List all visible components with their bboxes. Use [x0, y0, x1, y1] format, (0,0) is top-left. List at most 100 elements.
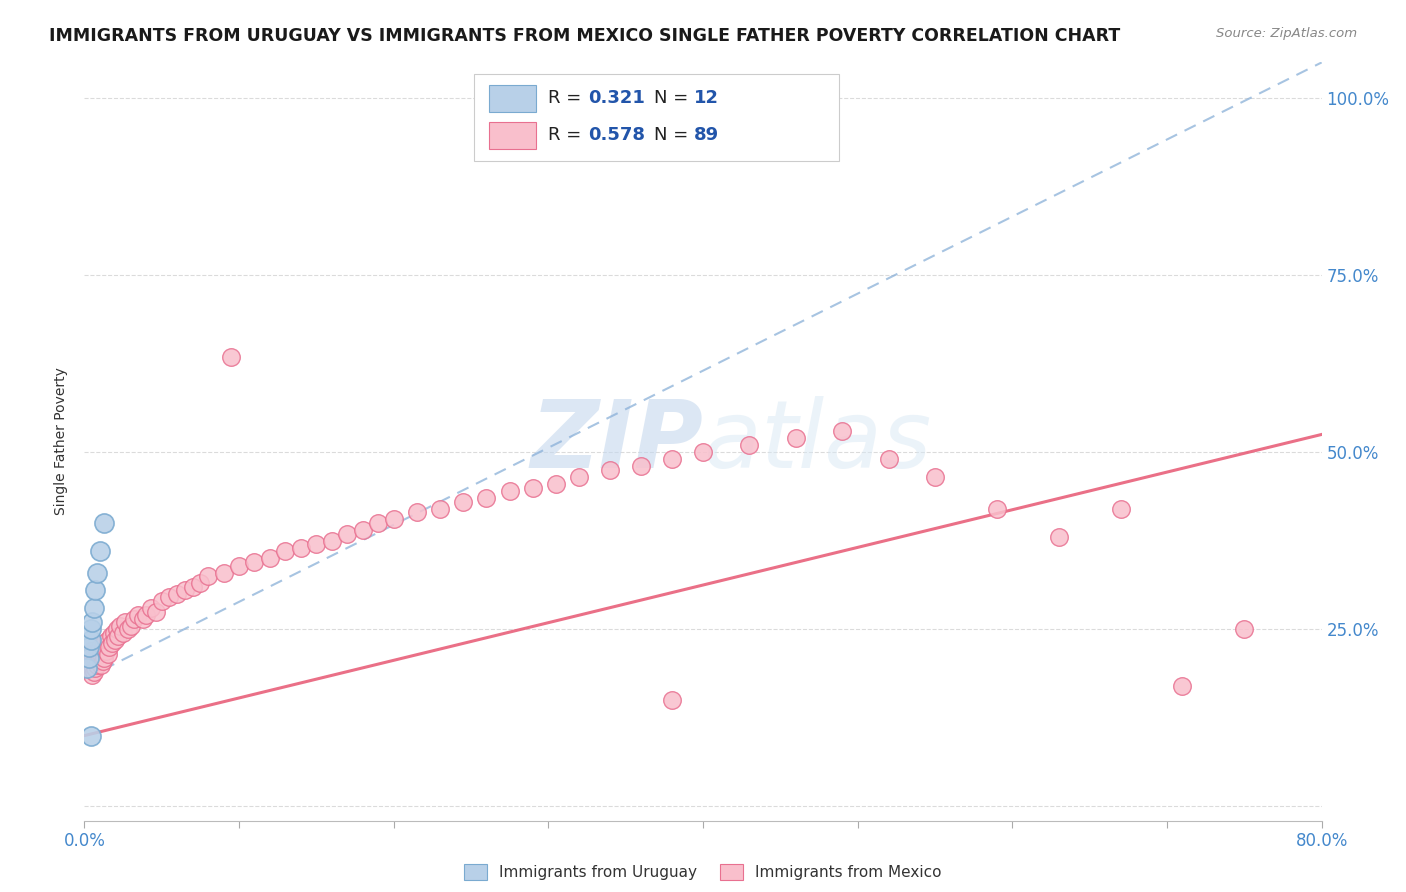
Point [89, 544, 111, 558]
Point [114, 615, 136, 630]
Point [568, 470, 591, 484]
Point [228, 558, 250, 573]
Point [82, 615, 104, 630]
Point [79, 643, 101, 657]
Point [87, 643, 110, 657]
Point [93, 650, 115, 665]
Point [82, 668, 104, 682]
Point [546, 477, 568, 491]
Point [76, 661, 98, 675]
Point [243, 555, 266, 569]
Point [139, 601, 162, 615]
Point [336, 526, 359, 541]
Point [94, 643, 117, 657]
Point [174, 583, 197, 598]
Point [105, 623, 128, 637]
Point [352, 523, 374, 537]
Bar [489, 85, 536, 112]
Point [107, 629, 129, 643]
Point [150, 594, 173, 608]
Point [181, 580, 204, 594]
Point [367, 516, 389, 530]
Text: ZIP: ZIP [530, 395, 703, 488]
Point [103, 625, 125, 640]
Point [475, 491, 498, 506]
Point [1047, 530, 1070, 544]
Point [100, 629, 122, 643]
Point [77, 650, 100, 665]
Point [79, 632, 101, 647]
Text: Source: ZipAtlas.com: Source: ZipAtlas.com [1216, 27, 1357, 40]
Point [429, 501, 451, 516]
Point [101, 636, 124, 650]
Point [259, 551, 281, 566]
Point [91, 640, 114, 654]
Point [159, 591, 180, 605]
Point [453, 495, 475, 509]
Point [76, 661, 98, 675]
Point [305, 537, 328, 551]
Point [117, 623, 139, 637]
Text: atlas: atlas [703, 396, 931, 487]
Point [89, 650, 111, 665]
Point [599, 463, 621, 477]
Point [89, 640, 111, 654]
Point [93, 636, 115, 650]
Point [1233, 623, 1256, 637]
Point [90, 647, 112, 661]
Point [135, 608, 157, 623]
Text: N =: N = [654, 89, 693, 107]
Point [219, 350, 242, 364]
Point [82, 657, 104, 672]
Text: 0.321: 0.321 [588, 89, 645, 107]
Point [522, 481, 544, 495]
Point [166, 587, 188, 601]
Point [90, 657, 112, 672]
Point [96, 647, 118, 661]
Point [104, 632, 127, 647]
Point [84, 583, 107, 598]
Point [692, 445, 714, 459]
Bar [489, 122, 536, 149]
Point [661, 693, 683, 707]
Point [86, 647, 108, 661]
Point [986, 501, 1008, 516]
Text: N =: N = [654, 127, 693, 145]
Point [77, 657, 100, 672]
Point [290, 541, 312, 555]
Point [212, 566, 235, 580]
FancyBboxPatch shape [474, 74, 839, 161]
Point [83, 601, 105, 615]
Text: 0.578: 0.578 [588, 127, 645, 145]
Point [96, 632, 118, 647]
Point [122, 612, 145, 626]
Point [499, 484, 522, 499]
Point [86, 657, 108, 672]
Point [877, 452, 900, 467]
Point [112, 625, 135, 640]
Point [145, 605, 167, 619]
Point [77, 640, 100, 654]
Point [274, 544, 297, 558]
Point [1109, 501, 1132, 516]
Text: R =: R = [548, 127, 588, 145]
Point [82, 647, 104, 661]
Point [321, 533, 343, 548]
Point [382, 512, 405, 526]
Point [1171, 679, 1194, 693]
Point [132, 612, 155, 626]
Point [630, 459, 652, 474]
Point [77, 647, 100, 661]
Point [84, 661, 107, 675]
Point [738, 438, 761, 452]
Point [661, 452, 683, 467]
Text: 12: 12 [695, 89, 720, 107]
Point [197, 569, 219, 583]
Point [83, 665, 105, 679]
Point [127, 608, 149, 623]
Legend: Immigrants from Uruguay, Immigrants from Mexico: Immigrants from Uruguay, Immigrants from… [464, 864, 942, 880]
Point [83, 654, 105, 668]
Point [98, 640, 121, 654]
Point [79, 729, 101, 743]
Point [87, 654, 110, 668]
